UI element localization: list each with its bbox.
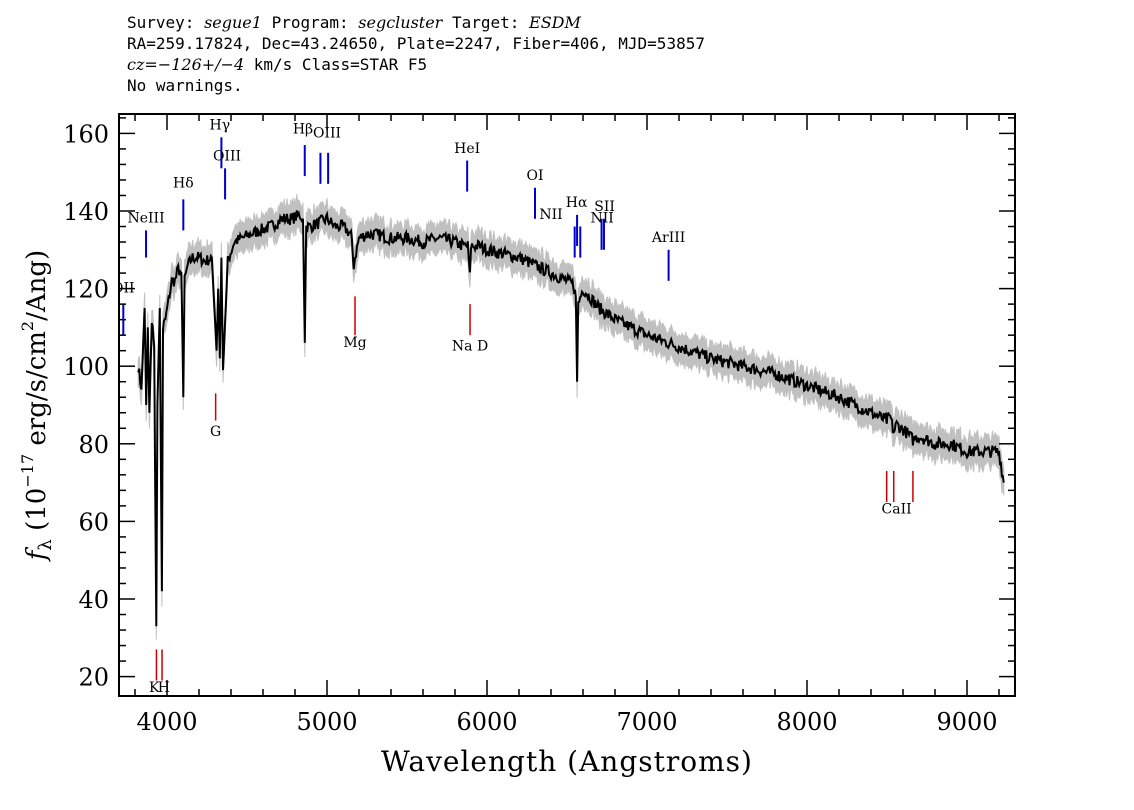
line-marker-label: Mg xyxy=(343,335,366,351)
axes: 4000 5000 6000 7000 8000 9000 20 40 60 80 100 120 14… xyxy=(0,112,1016,736)
line-marker-label: Hδ xyxy=(173,176,194,192)
y-axis-label-text: fλ (10−17 erg/s/cm2/Ang) xyxy=(18,250,56,562)
header-line-2: RA=259.17824, Dec=43.24650, Plate=2247, … xyxy=(127,34,705,53)
header-segment: segcluster xyxy=(358,13,443,32)
y-axis-label: fλ (10−17 erg/s/cm2/Ang) xyxy=(18,250,56,562)
line-marker-label: NII xyxy=(539,207,562,223)
line-marker-label: K xyxy=(149,680,160,696)
line-marker-label: OIII xyxy=(313,125,341,141)
header-segment: segue1 xyxy=(204,13,262,32)
y-tick-label: 20 xyxy=(78,664,109,692)
y-tick-label: 80 xyxy=(78,431,109,459)
line-marker-label: G xyxy=(210,424,221,440)
x-tick-label: 8000 xyxy=(776,708,837,736)
header-line-3: cz=−126+/−4 km/s Class=STAR F5 xyxy=(127,54,705,75)
line-marker-label: Hβ xyxy=(293,121,313,137)
y-tick-label: 120 xyxy=(63,276,109,304)
line-marker-label: Hα xyxy=(566,195,588,211)
line-marker-label: HeI xyxy=(454,141,480,157)
y-tick-label: 100 xyxy=(63,353,109,381)
x-tick-label: 5000 xyxy=(296,708,357,736)
line-marker-label: Hγ xyxy=(210,118,231,134)
header-line-4: No warnings. xyxy=(127,76,243,95)
x-tick-label: 7000 xyxy=(616,708,677,736)
left-mask xyxy=(0,112,119,698)
line-marker-label: Na D xyxy=(452,339,488,355)
header-segment: Program: xyxy=(261,13,359,32)
header-line-1: Survey: segue1 Program: segcluster Targe… xyxy=(127,12,705,33)
flux-line xyxy=(137,210,1005,627)
x-tick-label: 4000 xyxy=(136,708,197,736)
header-segment: km/s Class=STAR F5 xyxy=(244,55,428,74)
header-segment: ESDM xyxy=(529,13,581,32)
line-marker-label: H xyxy=(158,680,170,696)
plot-frame xyxy=(118,113,1016,697)
y-tick-label: 40 xyxy=(78,586,109,614)
line-marker-label: ArIII xyxy=(651,230,685,246)
flux-layer xyxy=(137,210,1005,627)
line-marker-label: OI xyxy=(526,168,543,184)
header-segment: Target: xyxy=(442,13,530,32)
y-tick-label: 140 xyxy=(63,198,109,226)
y-tick-label: 60 xyxy=(78,508,109,536)
x-axis-label: Wavelength (Angstroms) xyxy=(381,745,753,778)
line-marker-label: NII xyxy=(591,211,614,227)
y-tick-label: 160 xyxy=(63,120,109,148)
spectrum-header: Survey: segue1 Program: segcluster Targe… xyxy=(127,12,705,96)
line-marker-label: CaII xyxy=(882,502,912,518)
header-segment: cz= xyxy=(127,55,158,74)
line-marker-label: SII xyxy=(594,199,615,215)
header-segment: Survey: xyxy=(127,13,205,32)
x-tick-label: 6000 xyxy=(456,708,517,736)
x-tick-label: 9000 xyxy=(936,708,997,736)
line-marker-label: NeIII xyxy=(127,211,164,227)
header-segment: −126+/−4 xyxy=(157,55,245,74)
line-marker-label: OIII xyxy=(213,149,241,165)
